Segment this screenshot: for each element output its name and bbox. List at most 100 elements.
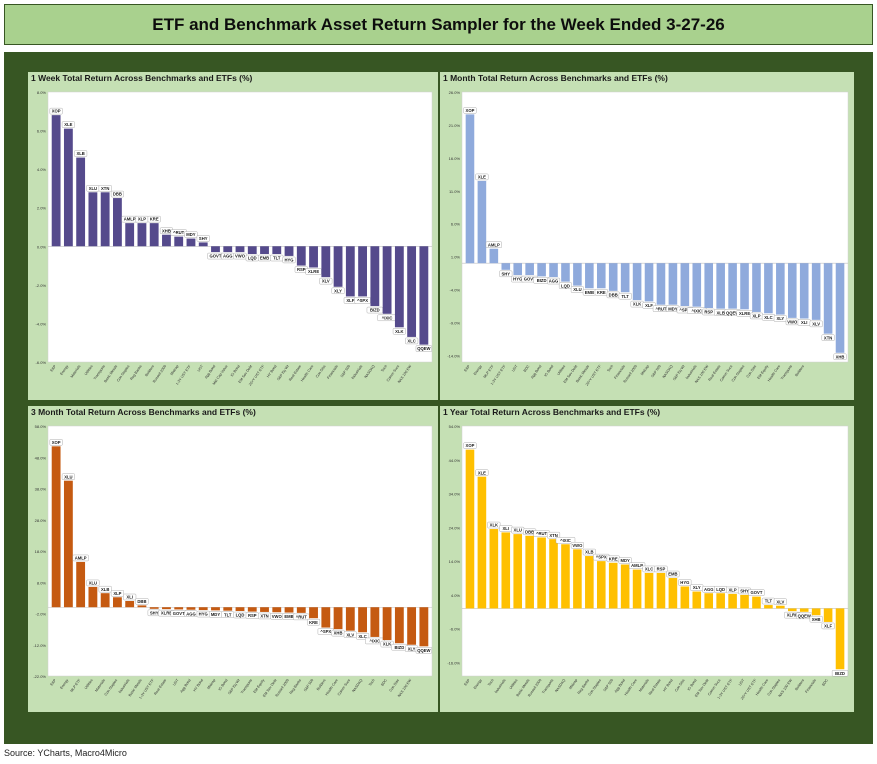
bar	[716, 593, 725, 609]
x-tick-label: NASDAQ	[364, 364, 376, 379]
bar	[704, 263, 714, 308]
bar	[198, 242, 208, 247]
y-tick-label: 11.0%	[449, 189, 460, 194]
x-tick-label: E&P	[463, 678, 471, 687]
data-label: EMB	[585, 290, 594, 295]
data-label-box	[49, 439, 63, 446]
data-label-box	[49, 107, 63, 115]
y-tick-label: -4.0%	[450, 288, 461, 293]
bar	[321, 607, 331, 628]
data-label: XLP	[138, 217, 146, 222]
bar	[51, 446, 61, 608]
chart-title: 3 Month Total Return Across Benchmarks a…	[31, 407, 256, 417]
chart-panel-1-year: 1 Year Total Return Across Benchmarks an…	[440, 406, 854, 712]
x-tick-label: Energy	[59, 678, 69, 690]
x-tick-label: Midcap	[170, 364, 180, 376]
data-label: AGG	[549, 279, 559, 284]
y-tick-label: 21.0%	[449, 123, 461, 128]
data-label-box	[809, 320, 823, 328]
x-tick-label: S&P 500	[303, 678, 314, 692]
bar	[489, 248, 499, 264]
x-tick-label: NASDAQ	[351, 678, 363, 693]
x-tick-label: Agg Bond	[530, 364, 542, 379]
y-tick-label: 18.0%	[35, 549, 47, 554]
bar	[776, 263, 785, 315]
bar	[465, 449, 475, 609]
bar	[644, 263, 654, 302]
data-label: ^RUT	[296, 614, 307, 619]
data-label-box	[558, 282, 572, 289]
data-label: XLB	[101, 587, 109, 592]
data-label: AMLP	[631, 563, 643, 568]
data-label: XLK	[395, 329, 403, 334]
bar	[823, 608, 833, 622]
bar	[272, 607, 282, 613]
data-label: BIZD	[370, 308, 380, 313]
x-tick-label: Midcap	[206, 678, 216, 690]
x-tick-label: Tech	[487, 678, 495, 687]
data-label-box	[628, 562, 646, 569]
x-tick-label: Transports	[541, 678, 554, 694]
x-tick-label: Midcap	[640, 364, 650, 376]
bar	[309, 246, 318, 268]
x-tick-label: Real Estate	[648, 678, 662, 696]
data-label: XTN	[549, 533, 557, 538]
data-label-box	[319, 277, 333, 285]
x-tick-label: NASDAQ	[662, 364, 674, 379]
x-tick-label: Materials	[94, 678, 106, 692]
x-tick-label: Con Staples	[104, 678, 119, 696]
data-label: XTN	[101, 186, 109, 191]
x-tick-label: UST	[738, 678, 746, 687]
data-label: XLC	[407, 339, 415, 344]
data-label: LQD	[716, 587, 725, 592]
data-label-box	[123, 593, 137, 601]
data-label-box	[748, 589, 765, 596]
source-note: Source: YCharts, Macro4Micro	[4, 748, 127, 758]
data-label-box	[61, 121, 75, 128]
bar	[284, 246, 294, 256]
x-tick-label: Builders	[794, 364, 805, 377]
bar	[704, 593, 714, 609]
y-tick-label: -6.0%	[450, 627, 461, 632]
data-label: XLY	[693, 585, 701, 590]
bar	[407, 246, 417, 337]
data-label-box	[331, 287, 345, 294]
y-tick-label: 16.0%	[449, 156, 461, 161]
data-label: XLE	[478, 175, 486, 180]
x-tick-label: Tech	[380, 364, 388, 373]
data-label: XHB	[812, 617, 821, 622]
bar	[358, 607, 367, 633]
bar	[174, 607, 184, 610]
bar	[370, 246, 380, 307]
x-tick-label: Utilities	[509, 678, 519, 690]
x-tick-label: HY Bond	[193, 678, 204, 692]
data-label: XLK	[633, 302, 641, 307]
data-label: XLRE	[161, 611, 172, 616]
data-label: XLU	[573, 287, 581, 292]
bar	[51, 115, 61, 247]
bar	[608, 263, 618, 291]
bar	[247, 246, 257, 254]
data-label: TLT	[273, 256, 281, 261]
plot-area	[47, 91, 433, 363]
bar	[186, 607, 196, 610]
data-label: EMB	[668, 572, 677, 577]
data-label: MDY	[668, 306, 678, 311]
x-tick-label: IG Bond	[230, 364, 241, 377]
bar	[656, 263, 666, 305]
x-tick-label: S&P 500	[650, 364, 661, 378]
data-label-box	[499, 270, 513, 278]
data-label: LQD	[236, 613, 245, 618]
bar	[296, 246, 306, 266]
data-label: MDY	[186, 232, 196, 237]
data-label: AGG	[186, 611, 196, 616]
y-tick-label: 58.0%	[35, 424, 47, 429]
data-label: RSP	[248, 613, 257, 618]
bar	[63, 128, 73, 247]
x-tick-label: S&P Eq Wt	[227, 678, 241, 695]
data-label: XLB	[716, 310, 724, 315]
x-tick-label: Energy	[473, 364, 483, 376]
bar	[186, 238, 196, 247]
data-label: TLT	[621, 294, 629, 299]
data-label-box	[773, 598, 787, 605]
